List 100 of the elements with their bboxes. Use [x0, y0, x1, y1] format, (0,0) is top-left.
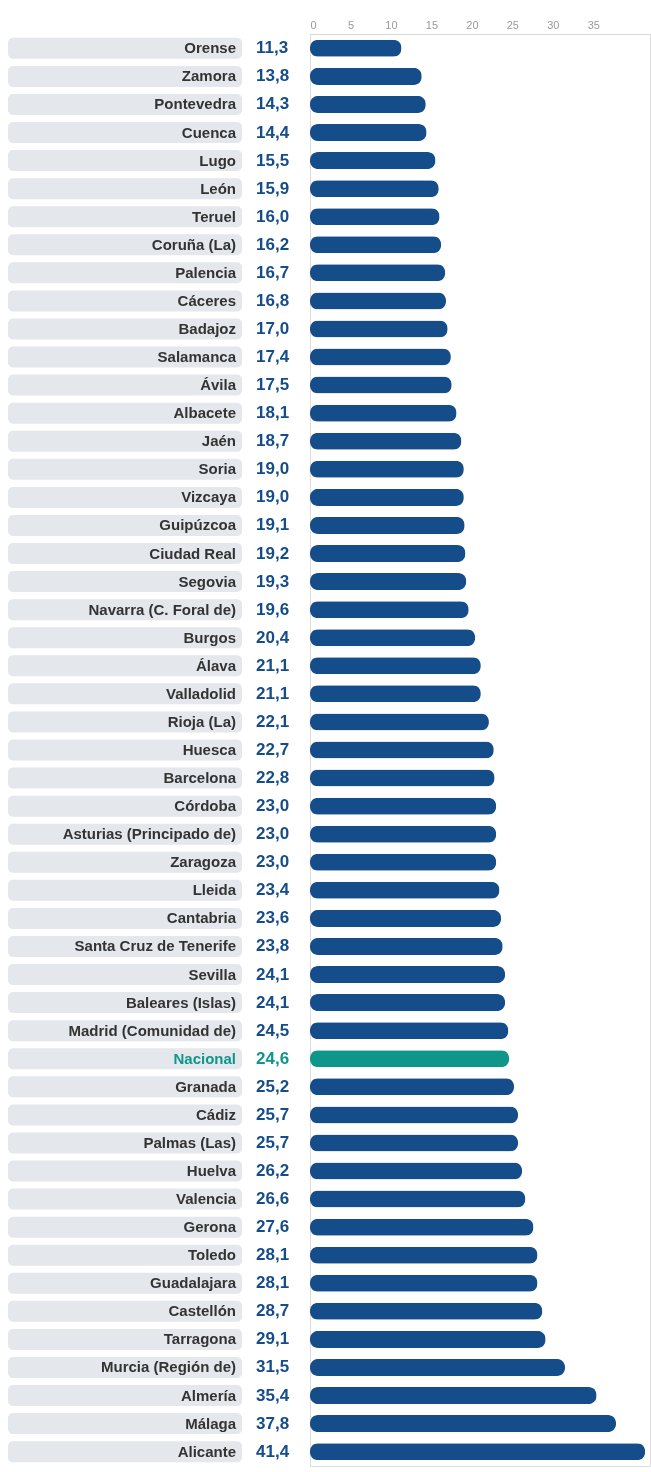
data-label: 24,6	[256, 1048, 290, 1068]
bar	[310, 825, 497, 843]
bar	[310, 264, 446, 282]
bar	[310, 1078, 514, 1096]
data-label: 26,2	[256, 1161, 290, 1181]
data-label: 17,5	[256, 375, 290, 395]
bar	[310, 713, 489, 731]
y-tick-label: Orense	[184, 39, 236, 57]
bar	[310, 236, 442, 254]
data-label: 15,5	[256, 150, 290, 170]
bar	[310, 966, 506, 984]
y-tick-label: Málaga	[185, 1414, 237, 1432]
data-label: 24,1	[256, 992, 290, 1012]
data-label: 19,0	[256, 459, 290, 479]
bar	[310, 545, 466, 563]
y-tick-label: León	[200, 179, 236, 197]
data-label: 23,0	[256, 824, 290, 844]
y-tick-label: Badajoz	[178, 319, 236, 337]
y-tick-label: Rioja (La)	[167, 712, 236, 730]
bar	[310, 629, 476, 647]
data-label: 17,0	[256, 318, 290, 338]
y-tick-label: Nacional	[173, 1049, 236, 1067]
y-tick-label: Granada	[175, 1077, 237, 1095]
bar	[310, 1022, 509, 1040]
data-label: 15,9	[256, 178, 290, 198]
y-tick-label: Valencia	[175, 1190, 237, 1208]
data-label: 21,1	[256, 655, 290, 675]
data-label: 13,8	[256, 66, 290, 86]
bar	[310, 39, 402, 57]
bar	[310, 1050, 510, 1068]
data-label: 11,3	[256, 38, 289, 58]
y-tick-label: Cantabria	[166, 909, 237, 927]
bar	[310, 1387, 597, 1405]
y-tick-label: Álava	[195, 656, 237, 674]
bar	[310, 853, 497, 871]
y-tick-label: Sevilla	[188, 965, 237, 983]
data-label: 23,0	[256, 852, 290, 872]
data-label: 16,0	[256, 206, 290, 226]
data-label: 23,0	[256, 796, 290, 816]
y-tick-label: Guadalajara	[150, 1274, 237, 1292]
bar	[310, 208, 440, 226]
data-label: 22,1	[256, 711, 290, 731]
bar	[310, 516, 465, 534]
bar	[310, 1106, 519, 1124]
bar	[310, 180, 439, 198]
x-tick-label: 20	[466, 18, 479, 31]
bar	[310, 657, 481, 675]
y-tick-label: Burgos	[183, 628, 236, 646]
data-label: 23,4	[256, 880, 290, 900]
y-tick-label: Ávila	[200, 376, 237, 394]
data-label: 37,8	[256, 1413, 290, 1433]
bar	[310, 460, 464, 478]
y-tick-label: Cáceres	[177, 291, 236, 309]
data-label: 19,0	[256, 487, 290, 507]
data-label: 35,4	[256, 1385, 290, 1405]
bar	[310, 152, 436, 170]
y-tick-label: Palencia	[175, 263, 237, 281]
y-tick-label: Teruel	[192, 207, 236, 225]
data-label: 25,7	[256, 1132, 290, 1152]
bar	[310, 769, 495, 787]
data-label: 24,5	[256, 1020, 290, 1040]
data-label: 20,4	[256, 627, 290, 647]
data-label: 16,2	[256, 234, 290, 254]
y-tick-label: Toledo	[187, 1246, 236, 1264]
data-label: 16,8	[256, 290, 290, 310]
data-label: 14,3	[256, 94, 290, 114]
bar	[310, 741, 494, 759]
data-label: 16,7	[256, 262, 290, 282]
data-label: 19,3	[256, 571, 290, 591]
bar	[310, 376, 452, 394]
y-tick-label: Vizcaya	[181, 488, 237, 506]
x-tick-label: 5	[347, 18, 355, 31]
bar	[310, 1358, 565, 1376]
bar	[310, 1134, 519, 1152]
y-tick-label: Ciudad Real	[149, 544, 236, 562]
y-tick-label: Guipúzcoa	[159, 516, 237, 534]
data-label: 28,7	[256, 1301, 290, 1321]
y-tick-label: Segovia	[178, 572, 237, 590]
bar	[310, 881, 500, 899]
x-tick-label: 0	[310, 18, 317, 31]
data-label: 19,6	[256, 599, 290, 619]
bar	[310, 95, 426, 113]
y-tick-label: Castellón	[168, 1302, 236, 1320]
y-tick-label: Huesca	[182, 741, 237, 758]
bar	[310, 67, 422, 85]
bar	[310, 1443, 646, 1461]
data-label: 26,6	[256, 1189, 290, 1209]
y-tick-label: Alicante	[177, 1442, 236, 1460]
y-tick-label: Zamora	[181, 67, 237, 85]
bar	[310, 601, 469, 619]
bar	[310, 292, 446, 310]
bar	[310, 1330, 546, 1348]
bar	[310, 404, 457, 422]
y-tick-label: Coruña (La)	[151, 235, 236, 253]
data-label: 23,6	[256, 908, 290, 928]
bar	[310, 432, 462, 450]
y-tick-label: Santa Cruz de Tenerife	[74, 937, 236, 955]
bar	[310, 124, 427, 142]
x-tick-label: 25	[506, 18, 520, 31]
data-label: 21,1	[256, 683, 290, 703]
